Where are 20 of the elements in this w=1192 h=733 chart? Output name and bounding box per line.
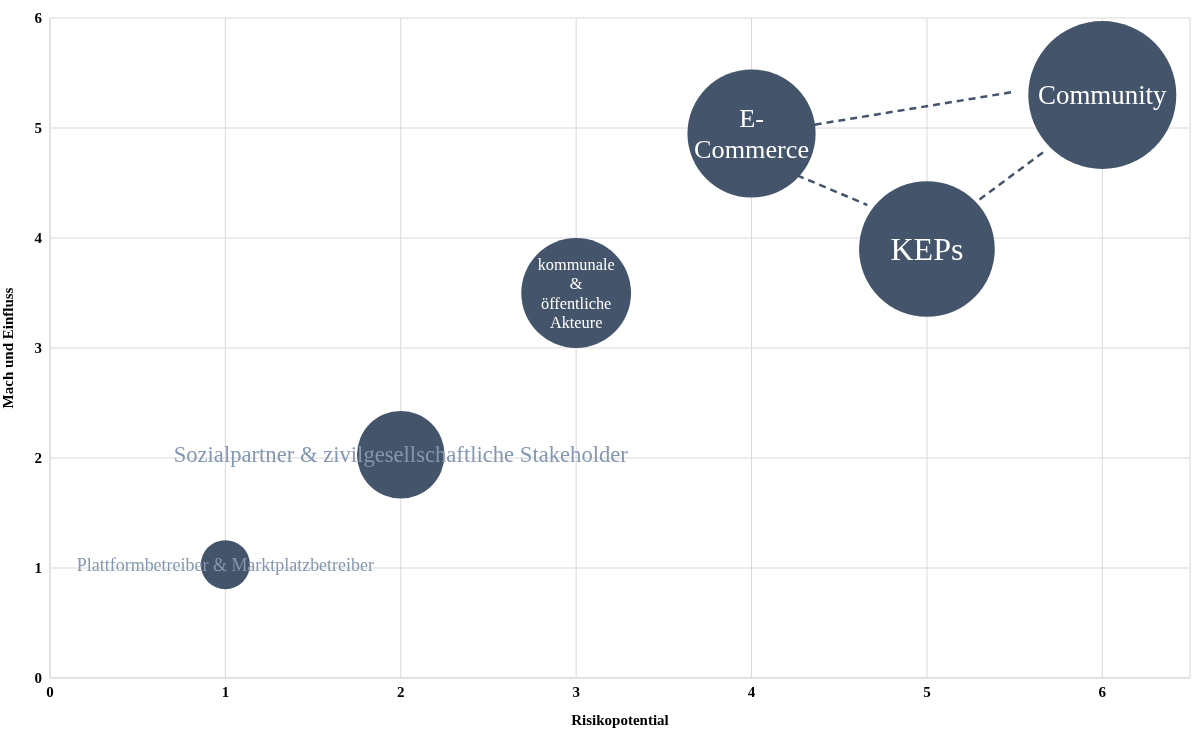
x-tick-label: 0 [46, 683, 54, 700]
x-axis-title: Risikopotential [571, 712, 669, 728]
x-tick-label: 4 [747, 683, 756, 700]
y-tick-label: 4 [34, 230, 43, 247]
x-tick-label: 6 [1098, 683, 1107, 700]
y-tick-label: 6 [34, 10, 43, 27]
x-tick-label: 3 [572, 683, 580, 700]
y-tick-label: 3 [34, 340, 42, 357]
y-tick-label: 0 [34, 670, 42, 687]
data-label: Community [1038, 80, 1168, 110]
data-label: E- Commerce [694, 103, 810, 164]
y-axis-title: Mach und Einfluss [0, 287, 17, 409]
x-tick-label: 1 [221, 683, 230, 700]
y-tick-label: 1 [34, 560, 42, 577]
data-label: kommunale & öffentliche Akteure [537, 254, 615, 332]
data-label: KEPs [890, 231, 964, 267]
x-tick-label: 5 [923, 683, 931, 700]
y-tick-label: 2 [34, 450, 42, 467]
y-tick-label: 5 [34, 120, 42, 137]
x-tick-label: 2 [397, 683, 405, 700]
